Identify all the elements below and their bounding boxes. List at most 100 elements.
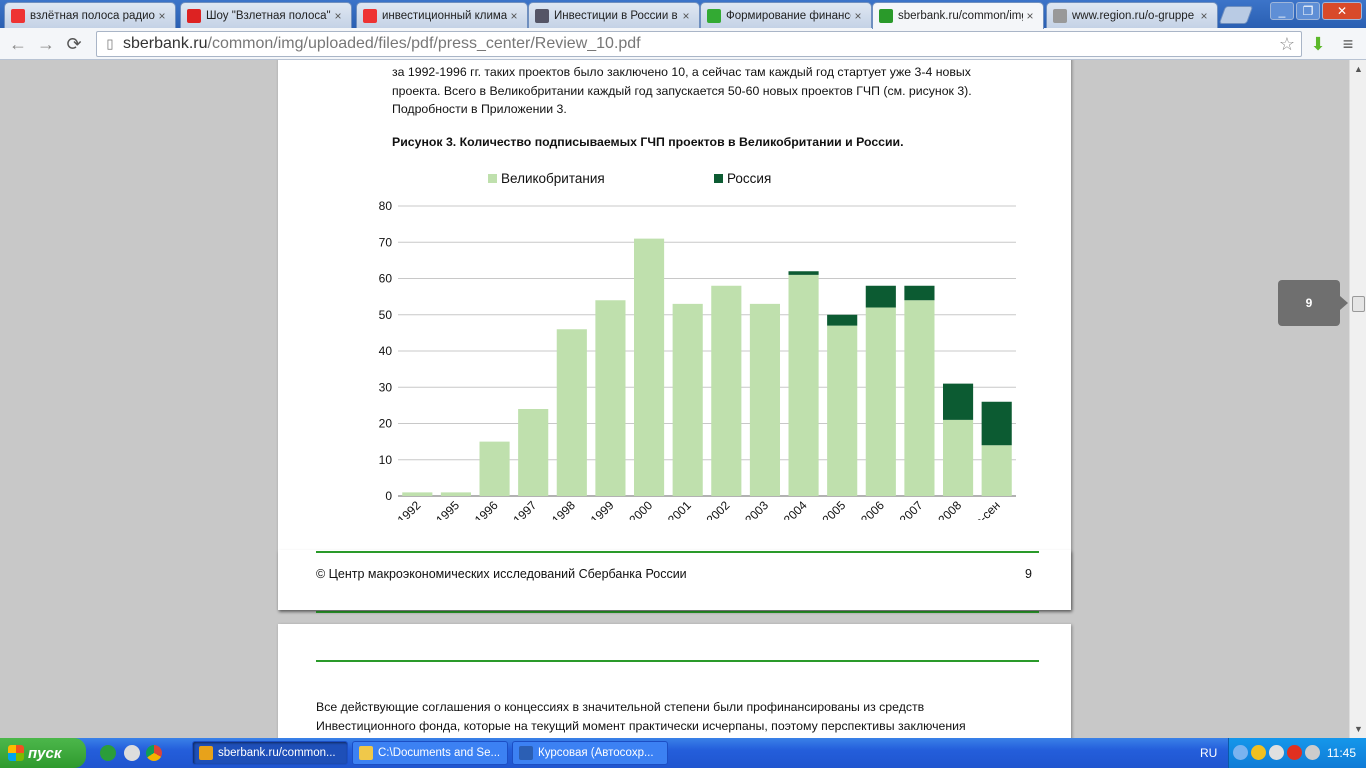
footer-page-number: 9 — [1025, 567, 1032, 581]
minimize-button[interactable]: _ — [1270, 2, 1294, 20]
start-button[interactable]: пуск — [0, 738, 86, 768]
text-line: за 1992-1996 гг. таких проектов было зак… — [392, 65, 971, 79]
bar-uk — [749, 303, 781, 496]
paragraph: Все действующие соглашения о концессиях … — [316, 698, 966, 735]
bookmark-star-icon[interactable]: ☆ — [1278, 34, 1295, 54]
footer-rule — [316, 551, 1039, 553]
scroll-up-icon[interactable]: ▲ — [1354, 64, 1363, 74]
footer-rule — [316, 611, 1039, 613]
tab-title: Шоу "Взлетная полоса" — [206, 9, 331, 22]
x-tick-label: 2001 — [665, 498, 694, 520]
clock: 11:45 — [1326, 746, 1356, 760]
vertical-scrollbar[interactable]: ▲ ▼ — [1349, 60, 1366, 738]
close-tab-icon[interactable]: × — [682, 8, 690, 23]
close-tab-icon[interactable]: × — [1200, 8, 1208, 23]
pdf-page: за 1992-1996 гг. таких проектов было зак… — [278, 60, 1071, 613]
bar-uk — [904, 300, 935, 496]
app-icon — [359, 746, 373, 760]
app-icon — [519, 746, 533, 760]
tab-title: инвестиционный клима — [382, 9, 507, 22]
legend-swatch — [714, 174, 723, 183]
browser-tab[interactable]: sberbank.ru/common/img × — [872, 2, 1044, 29]
star-icon — [187, 8, 201, 23]
legend-swatch — [488, 174, 497, 183]
x-tick-label: 1998 — [549, 498, 578, 520]
reload-icon[interactable]: ⟳ — [66, 34, 82, 54]
taskbar-button-label: Курсовая (Автосохр... — [538, 747, 654, 759]
y-tick-label: 30 — [379, 380, 393, 394]
taskbar-button[interactable]: sberbank.ru/common... — [192, 741, 348, 765]
x-tick-label: 2004 — [781, 498, 810, 520]
language-indicator[interactable]: RU — [1200, 746, 1218, 760]
paragraph: за 1992-1996 гг. таких проектов было зак… — [392, 63, 972, 119]
chart-legend: Великобритания Россия — [488, 171, 771, 186]
legend-label: Россия — [727, 171, 771, 186]
text-line: Подробности в Приложении 3. — [392, 102, 567, 116]
pdf-viewer: за 1992-1996 гг. таких проектов было зак… — [0, 60, 1349, 738]
y-tick-label: 70 — [379, 235, 393, 249]
close-tab-icon[interactable]: × — [158, 8, 166, 23]
header-rule — [316, 660, 1039, 662]
bar-russia — [981, 401, 1012, 446]
utorrent-icon[interactable] — [100, 745, 116, 761]
x-tick-label: 2008 — [935, 498, 964, 520]
back-icon[interactable]: ← — [9, 34, 27, 54]
x-tick-label: 2000 — [626, 498, 655, 520]
y-tick-label: 10 — [379, 453, 393, 467]
taskbar-button[interactable]: C:\Documents and Se... — [352, 741, 508, 765]
quicklaunch-icon[interactable] — [124, 745, 140, 761]
tab-title: www.region.ru/o-gruppe — [1072, 9, 1195, 22]
tab-title: Формирование финансо — [726, 9, 851, 22]
browser-tab[interactable]: взлётная полоса радио × — [4, 2, 176, 28]
close-tab-icon[interactable]: × — [854, 8, 862, 23]
y-tick-label: 60 — [379, 272, 393, 286]
taskbar-button[interactable]: Курсовая (Автосохр... — [512, 741, 668, 765]
scroll-down-icon[interactable]: ▼ — [1354, 724, 1363, 734]
browser-tab[interactable]: www.region.ru/o-gruppe × — [1046, 2, 1218, 28]
scroll-thumb[interactable] — [1352, 296, 1365, 312]
chrome-icon[interactable] — [146, 745, 162, 761]
doc-green-icon — [707, 8, 721, 23]
bar-russia — [827, 314, 858, 326]
tray-icon[interactable] — [1233, 745, 1248, 760]
close-window-button[interactable]: ✕ — [1322, 2, 1362, 20]
bar-uk — [595, 300, 626, 496]
y-axis: 0 10 20 30 40 50 60 70 80 — [379, 199, 393, 503]
x-tick-label: 1996 — [472, 498, 501, 520]
browser-tab[interactable]: Формирование финансо × — [700, 2, 872, 28]
bar-uk — [981, 445, 1012, 496]
y-tick-label: 40 — [379, 344, 393, 358]
alert-icon[interactable] — [1287, 745, 1302, 760]
taskbar-button-label: sberbank.ru/common... — [218, 747, 336, 759]
browser-tab[interactable]: Шоу "Взлетная полоса" × — [180, 2, 352, 28]
x-tick-label: 2002 — [704, 498, 733, 520]
x-tick-label: 2003 — [742, 498, 771, 520]
volume-icon[interactable] — [1305, 745, 1320, 760]
address-bar[interactable]: ▯ sberbank.ru/common/img/uploaded/files/… — [96, 31, 1302, 57]
close-tab-icon[interactable]: × — [510, 8, 518, 23]
start-label: пуск — [28, 744, 62, 762]
bar-uk — [479, 441, 510, 496]
tray-icon[interactable] — [1251, 745, 1266, 760]
browser-toolbar: ← → ⟳ ▯ sberbank.ru/common/img/uploaded/… — [0, 28, 1366, 60]
x-tick-label: 2005 — [820, 498, 849, 520]
maximize-button[interactable]: ❐ — [1296, 2, 1320, 20]
bar-russia — [865, 285, 896, 308]
y-tick-label: 0 — [385, 489, 392, 503]
figure-title: Рисунок 3. Количество подписываемых ГЧП … — [392, 135, 904, 149]
menu-icon[interactable]: ≡ — [1342, 34, 1354, 54]
yandex-icon — [11, 8, 25, 23]
close-tab-icon[interactable]: × — [1026, 9, 1034, 23]
text-line: Инвестиционного фонда, которые на текущи… — [316, 718, 966, 733]
legend-label: Великобритания — [501, 171, 605, 186]
bar-uk — [672, 303, 703, 496]
close-tab-icon[interactable]: × — [334, 8, 342, 23]
bar-uk — [440, 492, 472, 496]
download-icon[interactable]: ⬇ — [1310, 34, 1326, 54]
browser-tab[interactable]: инвестиционный клима × — [356, 2, 528, 28]
app-icon — [199, 746, 213, 760]
forward-icon[interactable]: → — [37, 34, 55, 54]
browser-tab[interactable]: Инвестиции в России в × — [528, 2, 700, 28]
tray-icon[interactable] — [1269, 745, 1284, 760]
bar-uk — [942, 419, 974, 496]
